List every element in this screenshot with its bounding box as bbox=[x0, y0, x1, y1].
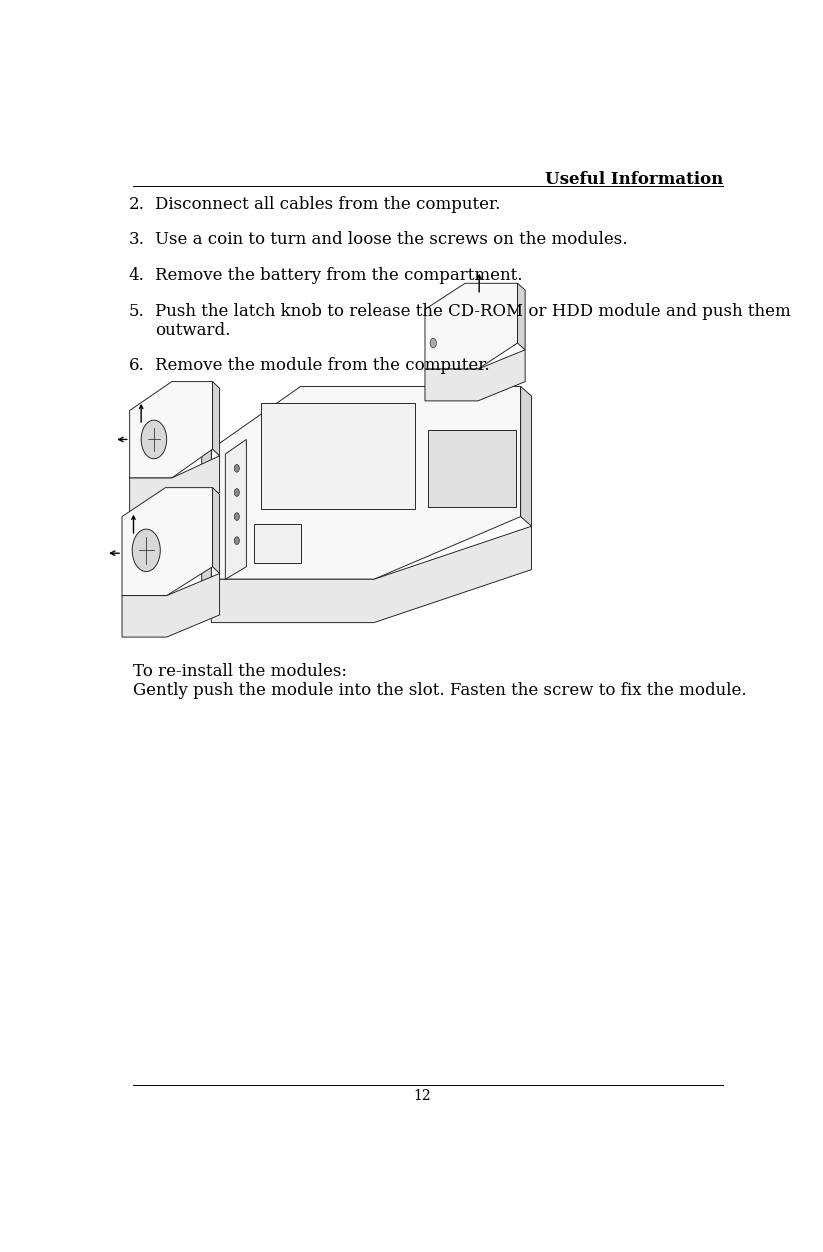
Circle shape bbox=[235, 513, 239, 521]
Polygon shape bbox=[212, 488, 220, 573]
Text: Use a coin to turn and loose the screws on the modules.: Use a coin to turn and loose the screws … bbox=[156, 232, 628, 248]
Polygon shape bbox=[130, 456, 220, 515]
Polygon shape bbox=[521, 387, 532, 526]
Circle shape bbox=[142, 421, 166, 458]
Text: Disconnect all cables from the computer.: Disconnect all cables from the computer. bbox=[156, 195, 500, 213]
Polygon shape bbox=[202, 449, 212, 586]
Polygon shape bbox=[425, 349, 525, 401]
Text: Remove the battery from the compartment.: Remove the battery from the compartment. bbox=[156, 267, 523, 284]
Circle shape bbox=[133, 530, 160, 571]
Circle shape bbox=[235, 537, 239, 545]
Polygon shape bbox=[254, 525, 300, 563]
Text: Remove the module from the computer.: Remove the module from the computer. bbox=[156, 357, 490, 373]
Text: 3.: 3. bbox=[128, 232, 144, 248]
Circle shape bbox=[430, 338, 436, 348]
Polygon shape bbox=[212, 382, 220, 456]
Text: 6.: 6. bbox=[128, 357, 144, 373]
Circle shape bbox=[235, 488, 239, 496]
Polygon shape bbox=[130, 382, 212, 478]
Text: 5.: 5. bbox=[128, 303, 144, 319]
Polygon shape bbox=[226, 439, 246, 580]
Polygon shape bbox=[425, 283, 518, 369]
Text: 2.: 2. bbox=[128, 195, 144, 213]
Polygon shape bbox=[122, 488, 212, 596]
Polygon shape bbox=[122, 573, 220, 637]
Text: To re-install the modules:: To re-install the modules: bbox=[133, 664, 347, 680]
Polygon shape bbox=[518, 283, 525, 349]
Text: Useful Information: Useful Information bbox=[545, 172, 723, 189]
Circle shape bbox=[235, 464, 239, 472]
Polygon shape bbox=[212, 387, 521, 580]
Polygon shape bbox=[428, 429, 516, 507]
Text: Gently push the module into the slot. Fasten the screw to fix the module.: Gently push the module into the slot. Fa… bbox=[133, 682, 747, 700]
Text: 4.: 4. bbox=[128, 267, 144, 284]
Text: 12: 12 bbox=[413, 1089, 430, 1103]
Text: Push the latch knob to release the CD-ROM or HDD module and push them
outward.: Push the latch knob to release the CD-RO… bbox=[156, 303, 791, 339]
Polygon shape bbox=[212, 526, 532, 622]
Polygon shape bbox=[261, 403, 416, 508]
